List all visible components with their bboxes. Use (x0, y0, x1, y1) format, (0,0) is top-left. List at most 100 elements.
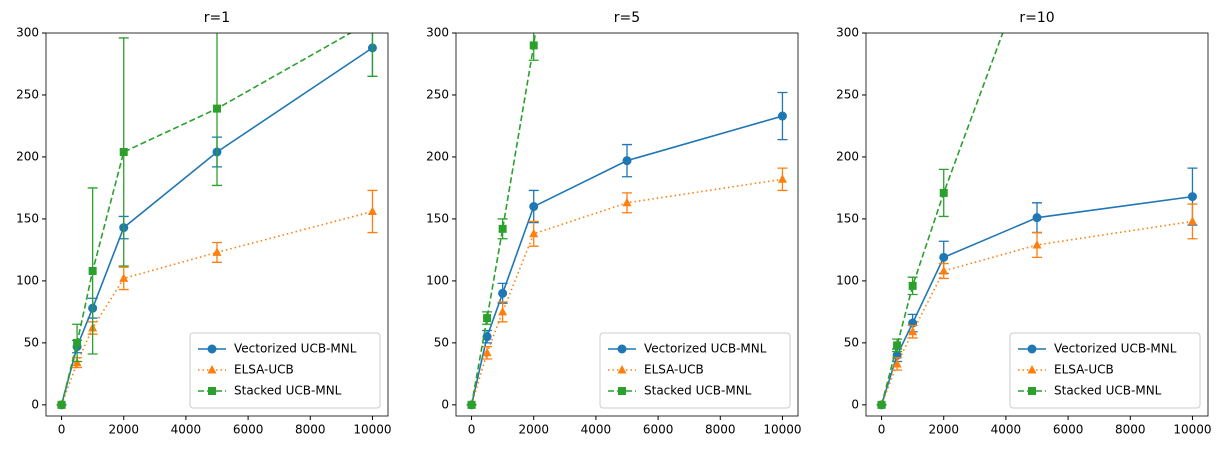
data-point (73, 338, 82, 347)
legend-box (189, 332, 381, 409)
legend-marker (207, 344, 217, 354)
data-point (777, 111, 787, 121)
y-tick-label: 300 (836, 26, 859, 40)
legend-box (1009, 332, 1201, 409)
data-point (908, 326, 918, 336)
subplot: r=5 0 50 100 150 200 250 300 0 2000 4000 6000 8000 10… (426, 10, 801, 437)
x-tick-label: 4000 (171, 423, 202, 437)
data-point (57, 400, 66, 409)
data-point (1187, 192, 1197, 202)
series-line (60, 33, 353, 406)
legend-marker (208, 387, 216, 395)
series-line (60, 210, 373, 406)
data-point (1032, 213, 1042, 223)
y-tick-label: 50 (434, 335, 449, 349)
data-point (893, 341, 902, 350)
legend-marker (1027, 365, 1037, 374)
x-tick-label: 10000 (353, 423, 391, 437)
data-point (892, 358, 902, 368)
data-point (529, 41, 538, 50)
x-tick-label: 0 (58, 423, 66, 437)
data-point (482, 347, 492, 357)
legend-label: ELSA-UCB (1054, 363, 1114, 377)
legend-marker (1027, 344, 1037, 354)
x-tick-label: 8000 (705, 423, 736, 437)
data-point (88, 266, 97, 275)
legend-label: Vectorized UCB-MNL (234, 342, 357, 356)
plot-area (466, 33, 788, 410)
y-tick-label: 50 (844, 335, 859, 349)
legend-label: ELSA-UCB (234, 363, 294, 377)
data-point (119, 273, 129, 282)
legend-marker (1028, 387, 1036, 395)
data-point (213, 104, 221, 113)
data-point (777, 174, 787, 183)
y-tick-label: 250 (16, 87, 39, 101)
legend-label: Vectorized UCB-MNL (644, 342, 767, 356)
series-line (880, 33, 1004, 406)
y-tick-label: 200 (426, 149, 449, 163)
axes-frame (865, 32, 1209, 417)
x-tick-label: 2000 (108, 423, 139, 437)
y-tick-label: 250 (426, 87, 449, 101)
y-tick-label: 150 (16, 211, 39, 225)
data-point (368, 17, 376, 25)
y-tick-label: 200 (16, 149, 39, 163)
legend-box (599, 332, 791, 409)
legend-marker (617, 344, 627, 354)
y-tick-label: 300 (426, 26, 449, 40)
data-point (119, 147, 128, 156)
x-tick-label: 10000 (763, 423, 801, 437)
chart-title: r=5 (614, 10, 640, 26)
series-line (470, 33, 537, 405)
x-tick-label: 6000 (1053, 423, 1084, 437)
legend: Vectorized UCB-MNL ELSA-UCB Stacked UCB-MN… (189, 332, 381, 409)
legend: Vectorized UCB-MNL ELSA-UCB Stacked UCB-MN… (1009, 332, 1201, 409)
axes-frame (455, 32, 799, 417)
legend-marker (618, 387, 626, 395)
y-tick-label: 250 (836, 87, 859, 101)
series-line (470, 115, 783, 406)
x-tick-label: 10000 (1173, 423, 1211, 437)
error-bar (367, 33, 378, 78)
y-tick-label: 100 (836, 273, 859, 287)
data-point (877, 400, 886, 409)
data-point (622, 197, 632, 207)
x-tick-label: 2000 (928, 423, 959, 437)
series-line (880, 195, 1193, 406)
y-tick-label: 100 (426, 273, 449, 287)
x-tick-label: 2000 (518, 423, 549, 437)
data-point (1032, 239, 1042, 249)
legend-label: Stacked UCB-MNL (644, 384, 752, 398)
data-point (483, 314, 492, 323)
subplot: r=10 0 50 100 150 200 250 300 0 2000 4000 6000 8000 1… (836, 10, 1211, 437)
data-point (1187, 216, 1197, 225)
data-point (939, 265, 949, 275)
x-tick-label: 6000 (233, 423, 264, 437)
legend-label: ELSA-UCB (644, 363, 704, 377)
chart-title: r=10 (1019, 10, 1054, 26)
data-point (212, 247, 222, 256)
legend-marker (207, 365, 217, 374)
data-point (529, 202, 539, 212)
axes-frame (45, 32, 389, 417)
data-point (622, 156, 632, 166)
y-tick-label: 300 (16, 26, 39, 40)
data-point (939, 252, 949, 262)
data-point (498, 224, 507, 233)
y-tick-label: 150 (836, 211, 859, 225)
y-tick-label: 200 (836, 149, 859, 163)
legend-label: Vectorized UCB-MNL (1054, 342, 1177, 356)
legend: Vectorized UCB-MNL ELSA-UCB Stacked UCB-MN… (599, 332, 791, 409)
y-tick-label: 0 (441, 397, 449, 411)
data-point (498, 288, 508, 298)
x-tick-label: 0 (468, 423, 476, 437)
x-tick-label: 6000 (643, 423, 674, 437)
data-point (939, 188, 948, 197)
plot-area (876, 33, 1198, 410)
x-tick-label: 8000 (1115, 423, 1146, 437)
x-tick-label: 4000 (581, 423, 612, 437)
x-tick-label: 8000 (295, 423, 326, 437)
legend-marker (617, 365, 627, 374)
data-point (467, 400, 476, 409)
